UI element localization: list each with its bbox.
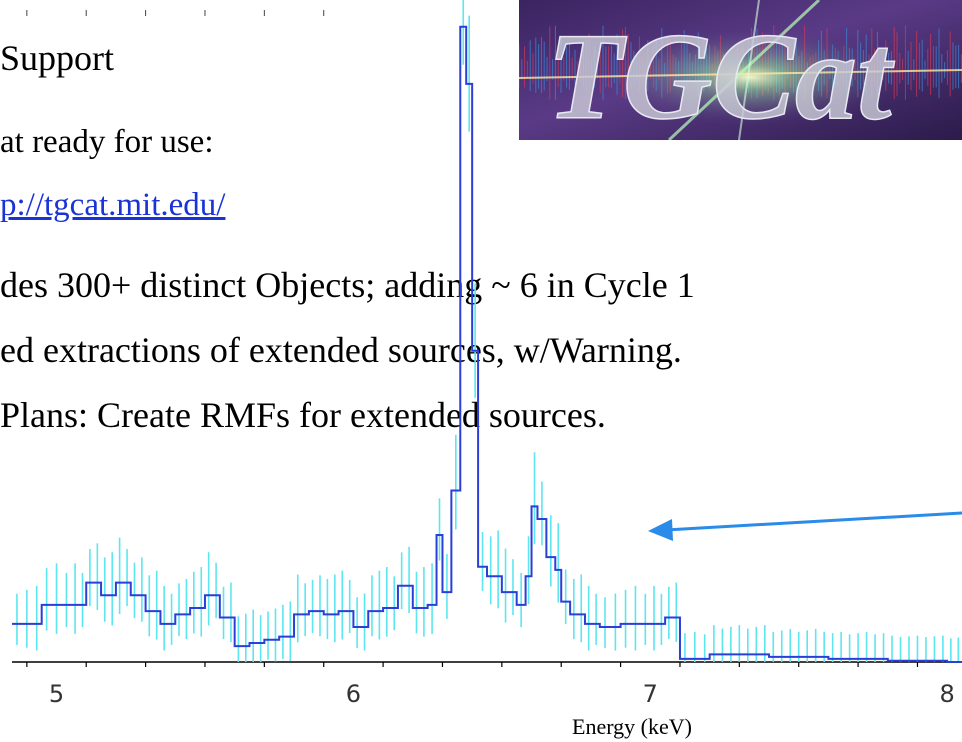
x-tick-label: 7 [643,680,658,708]
logo-wordmark: TGCat [547,8,895,140]
slide-heading: Support [0,38,115,78]
arrow-shaft [665,511,962,532]
x-tick-label: 6 [346,680,361,708]
bullet-objects-text: des 300+ distinct Objects; adding ~ 6 in… [0,265,695,305]
bullet-ready-text: at ready for use: [0,124,214,160]
tgcat-logo-graphic: TGCat [519,0,962,140]
tgcat-url-link[interactable]: p://tgcat.mit.edu/ [0,187,226,223]
bullet-plans-text: Plans: Create RMFs for extended sources. [0,395,606,435]
annotation-arrow [648,511,962,541]
arrow-head-icon [648,519,673,541]
top-axis-ticks [26,10,325,16]
x-tick-label: 8 [940,680,955,708]
tgcat-logo-image: TGCat [519,0,962,140]
x-tick-label: 5 [49,680,64,708]
x-tick-labels: 5 6 7 8 [49,680,955,708]
error-bars [16,0,960,662]
x-axis-ticks [26,662,919,667]
x-axis-label: Energy (keV) [572,714,692,739]
spectrum-series [12,25,962,663]
bullet-extended-text: ed extractions of extended sources, w/Wa… [0,330,682,370]
